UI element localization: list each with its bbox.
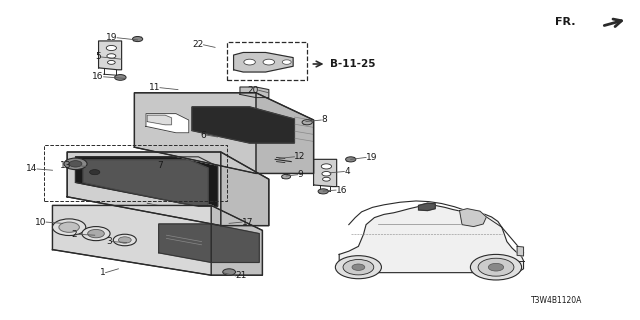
Polygon shape — [67, 152, 269, 226]
Text: 9: 9 — [298, 170, 303, 179]
Text: 6: 6 — [200, 131, 206, 140]
Text: B-11-25: B-11-25 — [330, 59, 375, 69]
Circle shape — [343, 260, 374, 275]
Polygon shape — [314, 159, 337, 187]
Circle shape — [352, 264, 365, 270]
Circle shape — [321, 164, 332, 169]
Circle shape — [132, 36, 143, 42]
Text: 20: 20 — [247, 86, 259, 95]
Text: 1: 1 — [100, 268, 106, 277]
Circle shape — [346, 157, 356, 162]
Circle shape — [282, 174, 291, 179]
Circle shape — [52, 219, 86, 236]
Polygon shape — [460, 209, 486, 227]
Circle shape — [88, 229, 104, 238]
Text: 22: 22 — [192, 40, 204, 49]
Text: 16: 16 — [336, 186, 348, 195]
Text: 16: 16 — [92, 72, 104, 81]
Circle shape — [108, 60, 115, 64]
Polygon shape — [192, 107, 294, 143]
Circle shape — [107, 54, 116, 58]
Text: 13: 13 — [60, 161, 72, 170]
Polygon shape — [419, 203, 435, 211]
Circle shape — [113, 234, 136, 246]
Circle shape — [223, 269, 236, 275]
Circle shape — [59, 222, 79, 232]
Text: 19: 19 — [106, 33, 117, 42]
Text: T3W4B1120A: T3W4B1120A — [531, 296, 582, 305]
Text: 19: 19 — [366, 153, 378, 162]
Circle shape — [335, 256, 381, 279]
Polygon shape — [52, 205, 211, 275]
Polygon shape — [134, 93, 256, 173]
Circle shape — [90, 170, 100, 175]
Polygon shape — [99, 41, 122, 70]
Polygon shape — [339, 205, 524, 273]
Text: 8: 8 — [321, 116, 327, 124]
Circle shape — [488, 263, 504, 271]
Circle shape — [263, 59, 275, 65]
Circle shape — [318, 189, 328, 194]
Circle shape — [82, 227, 110, 241]
Text: 7: 7 — [157, 161, 163, 170]
Polygon shape — [159, 224, 259, 262]
Polygon shape — [67, 152, 221, 226]
Text: 2: 2 — [71, 230, 77, 239]
Circle shape — [244, 59, 255, 65]
Polygon shape — [256, 93, 314, 173]
Text: 3: 3 — [106, 237, 112, 246]
Polygon shape — [52, 205, 262, 275]
Polygon shape — [240, 87, 269, 98]
Text: 5: 5 — [95, 52, 101, 61]
Circle shape — [470, 254, 522, 280]
Polygon shape — [134, 93, 314, 173]
Polygon shape — [234, 52, 293, 72]
Text: 21: 21 — [236, 271, 247, 280]
Polygon shape — [83, 160, 208, 205]
Circle shape — [323, 177, 330, 181]
Text: FR.: FR. — [556, 17, 576, 28]
Polygon shape — [147, 115, 172, 125]
Circle shape — [115, 75, 126, 80]
Text: 14: 14 — [26, 164, 37, 173]
Text: 17: 17 — [242, 218, 253, 227]
Text: 12: 12 — [294, 152, 306, 161]
Circle shape — [64, 158, 87, 170]
Circle shape — [322, 172, 331, 176]
Circle shape — [302, 120, 312, 125]
Circle shape — [106, 45, 116, 51]
Polygon shape — [211, 205, 262, 275]
Text: 10: 10 — [35, 218, 46, 227]
Circle shape — [118, 237, 131, 243]
Polygon shape — [146, 114, 189, 133]
Text: 4: 4 — [344, 167, 350, 176]
Circle shape — [282, 60, 291, 64]
Circle shape — [478, 258, 514, 276]
Polygon shape — [221, 152, 269, 226]
Polygon shape — [517, 246, 524, 256]
Circle shape — [69, 161, 82, 167]
Text: 11: 11 — [148, 83, 160, 92]
Polygon shape — [76, 157, 218, 206]
